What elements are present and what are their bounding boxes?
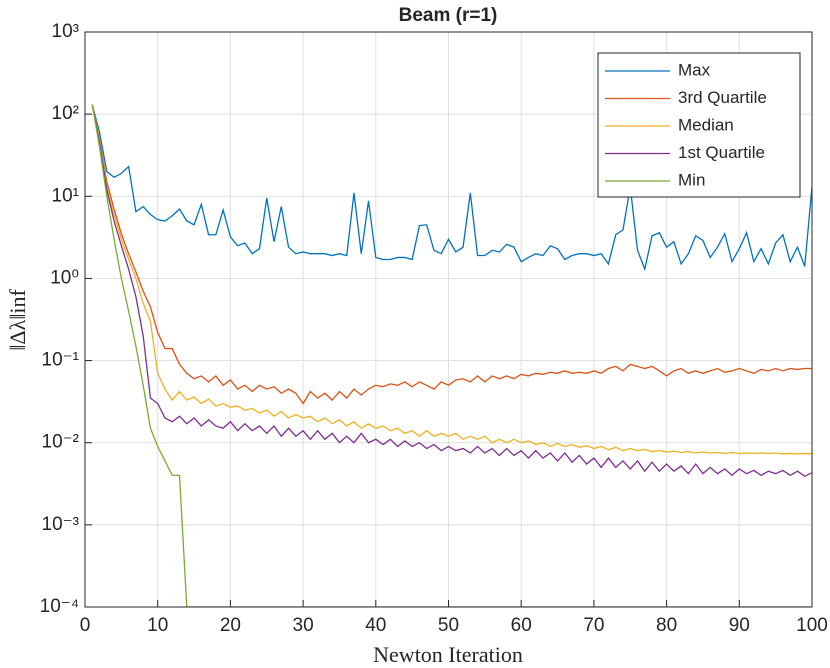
y-tick-label: 10⁻⁴ [40, 596, 79, 617]
y-tick-label: 10⁻² [42, 432, 80, 453]
axes-box [84, 31, 813, 608]
x-tick-label: 30 [293, 615, 314, 636]
x-tick-label: 100 [796, 615, 828, 636]
x-tick-label: 60 [511, 615, 532, 636]
legend-label: 3rd Quartile [678, 88, 767, 107]
legend-label: Min [678, 170, 705, 189]
x-tick-label: 10 [147, 615, 168, 636]
y-tick-label: 10⁰ [50, 267, 79, 288]
x-tick-label: 70 [583, 615, 604, 636]
line-series [91, 104, 812, 455]
legend-label: Max [678, 60, 711, 79]
legend-box [597, 52, 801, 198]
legend: Max 3rd Quartile Median 1st Quartile Min [597, 52, 801, 198]
x-tick-label: 20 [220, 615, 241, 636]
x-tick-label: 40 [365, 615, 386, 636]
y-tick-label: 10⁻¹ [42, 350, 80, 371]
legend-label: 1st Quartile [678, 143, 765, 162]
line-series [91, 104, 812, 405]
x-tick-label: 80 [656, 615, 677, 636]
y-tick-label: 10⁻³ [42, 514, 80, 535]
legend-label: Median [678, 115, 734, 134]
lines [91, 104, 812, 607]
line-series [91, 104, 812, 272]
x-tick-label: 0 [80, 615, 91, 636]
y-axis-label: ‖Δλ‖inf [5, 289, 30, 351]
y-tick-label: 10³ [52, 21, 79, 42]
x-tick-label: 90 [729, 615, 750, 636]
line-series [91, 104, 812, 478]
y-tick-label: 10¹ [52, 185, 79, 206]
chart-title: Beam (r=1) [399, 5, 498, 26]
y-tick-label: 10² [52, 103, 79, 124]
x-axis-label: Newton Iteration [373, 642, 523, 667]
x-tick-label: 50 [438, 615, 459, 636]
